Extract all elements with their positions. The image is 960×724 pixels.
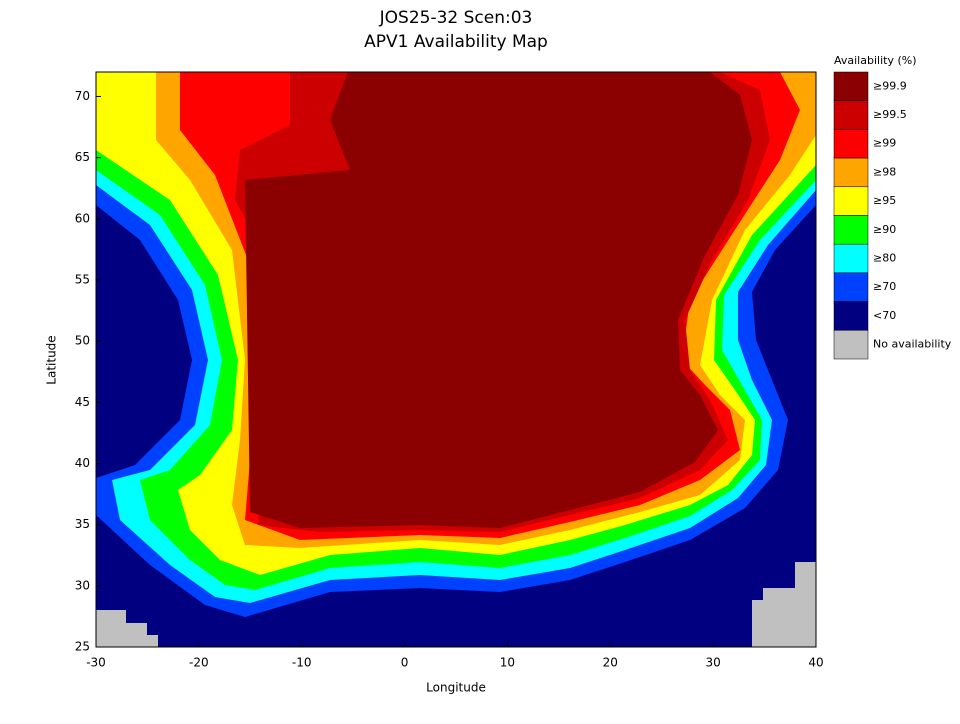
legend-label: ≥99.9	[873, 79, 907, 92]
x-tick-label: 20	[603, 656, 618, 670]
legend-swatch	[833, 301, 869, 331]
x-tick-label: 30	[706, 656, 721, 670]
legend-swatch	[833, 272, 869, 302]
chart-title: JOS25-32 Scen:03	[379, 8, 533, 28]
legend-label: ≥80	[873, 252, 896, 265]
x-tick-label: 10	[500, 656, 515, 670]
y-tick-label: 70	[75, 89, 90, 103]
legend-label: ≥99	[873, 137, 896, 150]
legend-swatch	[833, 100, 869, 130]
y-axis-label: Latitude	[45, 335, 59, 384]
availability-field	[96, 72, 816, 647]
legend-swatch	[833, 330, 869, 360]
y-tick-label: 55	[75, 272, 90, 286]
x-tick-label: -10	[292, 656, 312, 670]
legend-label: ≥98	[873, 165, 896, 178]
y-tick-label: 40	[75, 456, 90, 470]
legend-swatch	[833, 157, 869, 188]
legend-label: ≥95	[873, 194, 896, 207]
chart-subtitle: APV1 Availability Map	[364, 32, 548, 52]
legend: ≥99.9 ≥99.5 ≥99 ≥98 ≥95 ≥90 ≥80 ≥70 <70 No availa…	[833, 71, 952, 360]
legend-swatch	[833, 215, 869, 245]
plot-frame	[95, 71, 817, 648]
y-tick-label: 60	[75, 211, 90, 225]
y-tick-label: 35	[75, 517, 90, 531]
legend-label: ≥90	[873, 223, 896, 236]
legend-label: No availability	[873, 338, 952, 351]
y-tick-label: 30	[75, 578, 90, 592]
y-tick-label: 50	[75, 334, 90, 348]
x-tick-label: -20	[189, 656, 209, 670]
legend-label: ≥99.5	[873, 108, 907, 121]
x-axis-label: Longitude	[426, 681, 486, 695]
legend-swatch	[833, 129, 869, 159]
legend-swatch	[833, 186, 869, 216]
y-tick-label: 65	[75, 150, 90, 164]
legend-swatch	[833, 71, 869, 101]
x-tick-label: -30	[86, 656, 106, 670]
x-tick-label: 0	[401, 656, 409, 670]
axes: -30 -20 -10 0 10 20 30 40 25 30 35 40 45 50 55 60 65 70	[75, 89, 824, 670]
legend-title: Availability (%)	[834, 54, 917, 67]
y-tick-label: 25	[75, 640, 90, 654]
legend-label: ≥70	[873, 280, 896, 293]
legend-label: <70	[873, 309, 896, 322]
x-tick-label: 40	[808, 656, 823, 670]
y-tick-label: 45	[75, 395, 90, 409]
legend-swatch	[833, 243, 869, 274]
